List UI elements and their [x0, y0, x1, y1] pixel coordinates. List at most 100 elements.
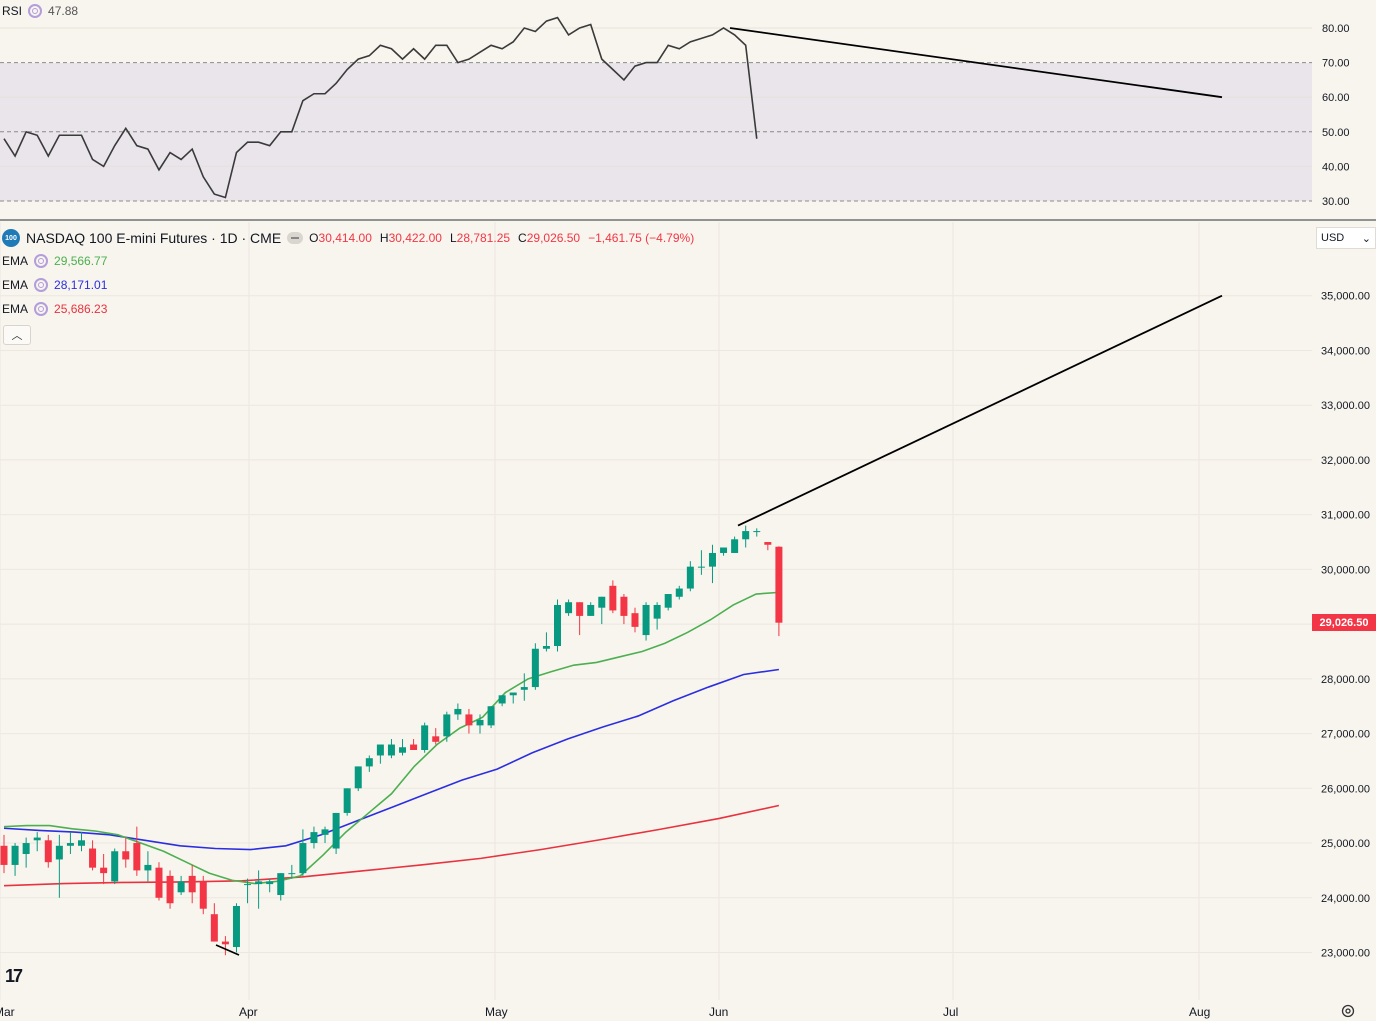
- candle-body: [166, 875, 174, 904]
- candle-body: [343, 788, 351, 813]
- candle-body: [266, 881, 274, 885]
- candle-body: [133, 843, 141, 871]
- price-tick-label: 27,000.00: [1321, 729, 1370, 741]
- candle-body: [66, 843, 74, 846]
- candle-body: [764, 542, 772, 545]
- rsi-axis: 80.00 70.00 60.00 50.00 40.00 30.00: [1322, 23, 1350, 208]
- candle-body: [354, 766, 362, 789]
- candle-body: [565, 602, 573, 614]
- candle-body: [387, 744, 395, 756]
- ema-20-line: [3, 591, 779, 885]
- low-marker-line: [215, 944, 240, 956]
- price-tick-label: 32,000.00: [1321, 455, 1370, 467]
- ema-label: EMA: [2, 278, 29, 292]
- candle-body: [609, 585, 617, 611]
- candle-body: [720, 547, 728, 553]
- candle-body: [465, 714, 473, 726]
- candle-body: [277, 873, 285, 896]
- candle-body: [554, 604, 561, 647]
- candle-body: [642, 604, 650, 636]
- price-tick-label: 24,000.00: [1321, 893, 1370, 905]
- candle-body: [410, 744, 418, 750]
- price-pane: 35,000.00 34,000.00 33,000.00 32,000.00 31,0…: [0, 222, 1370, 1000]
- candle-body: [476, 719, 484, 726]
- candle-body: [111, 851, 119, 882]
- currency-selector[interactable]: USD ⌄: [1316, 227, 1376, 249]
- low-value: 28,781.25: [456, 231, 511, 245]
- candle-body: [22, 843, 30, 854]
- candle-body: [299, 843, 307, 874]
- price-tick-label: 26,000.00: [1321, 783, 1370, 795]
- candle-body: [77, 840, 85, 846]
- indicator-settings-icon[interactable]: [34, 254, 49, 268]
- open-value: 30,414.00: [318, 231, 372, 245]
- indicator-settings-icon[interactable]: [34, 278, 49, 292]
- ema-value: 25,686.23: [54, 302, 108, 316]
- candle-body: [598, 596, 606, 608]
- time-tick-label: Jun: [709, 1005, 728, 1019]
- candle-body: [0, 845, 8, 865]
- symbol-logo-icon: 100: [2, 229, 20, 247]
- candle-body: [653, 604, 661, 619]
- candle-body: [531, 648, 539, 688]
- indicator-settings-icon[interactable]: [28, 4, 43, 18]
- candle-body: [199, 881, 207, 909]
- tradingview-logo-icon[interactable]: 17: [5, 966, 23, 986]
- candle-body: [620, 596, 628, 616]
- rsi-tick-label: 50.00: [1322, 127, 1350, 139]
- candle-body: [399, 747, 407, 753]
- collapse-legend-button[interactable]: ︿: [3, 325, 31, 345]
- candle-body: [376, 744, 384, 756]
- candle-body: [731, 539, 739, 553]
- rsi-trendline[interactable]: [729, 27, 1223, 99]
- candle-body: [244, 884, 252, 886]
- candle-body: [775, 546, 783, 623]
- price-tick-label: 35,000.00: [1321, 291, 1370, 303]
- candle-body: [321, 829, 329, 835]
- candle-body: [487, 706, 495, 726]
- rsi-label: RSI: [2, 4, 23, 18]
- indicator-settings-icon[interactable]: [34, 302, 49, 316]
- ema-value: 29,566.77: [54, 254, 108, 268]
- price-tick-label: 28,000.00: [1321, 674, 1370, 686]
- candle-body: [210, 914, 218, 942]
- rsi-tick-label: 60.00: [1322, 92, 1350, 104]
- hide-icon[interactable]: [287, 232, 304, 244]
- candle-body: [332, 812, 340, 849]
- rsi-line: [3, 16, 758, 199]
- candle-body: [288, 873, 296, 875]
- price-tick-label: 31,000.00: [1321, 510, 1370, 522]
- candle-body: [55, 845, 63, 860]
- price-tick-label: 25,000.00: [1321, 838, 1370, 850]
- ema-label: EMA: [2, 254, 29, 268]
- close-value: 29,026.50: [526, 231, 581, 245]
- time-tick-label: Aug: [1189, 1005, 1210, 1019]
- candle-body: [742, 531, 750, 540]
- symbol-legend: 100 NASDAQ 100 E-mini Futures · 1D · CME…: [2, 229, 694, 247]
- symbol-title[interactable]: NASDAQ 100 E-mini Futures · 1D · CME: [26, 230, 282, 246]
- ema-legend-2: EMA 28,171.01: [2, 278, 107, 292]
- candle-body: [432, 736, 440, 742]
- candle-body: [753, 531, 761, 533]
- rsi-pane: 80.00 70.00 60.00 50.00 40.00 30.00: [0, 16, 1350, 208]
- candle-body: [44, 840, 52, 863]
- candle-body: [454, 708, 462, 715]
- price-trendline[interactable]: [737, 294, 1223, 527]
- rsi-tick-label: 70.00: [1322, 58, 1350, 70]
- ema-50-line: [3, 668, 780, 851]
- gear-icon[interactable]: [1340, 1003, 1356, 1019]
- price-tick-label: 30,000.00: [1321, 564, 1370, 576]
- candle-body: [686, 566, 694, 589]
- rsi-grid: [0, 27, 1312, 202]
- chevron-down-icon: ⌄: [1361, 232, 1371, 245]
- candle-body: [33, 837, 41, 841]
- rsi-tick-label: 40.00: [1322, 161, 1350, 173]
- candle-body: [708, 552, 716, 567]
- candle-body: [664, 594, 672, 608]
- currency-label: USD: [1321, 232, 1345, 244]
- ohlc-values: O30,414.00 H30,422.00 L28,781.25 C29,026…: [309, 231, 695, 245]
- rsi-tick-label: 30.00: [1322, 196, 1350, 208]
- candle-body: [520, 687, 528, 690]
- high-value: 30,422.00: [388, 231, 442, 245]
